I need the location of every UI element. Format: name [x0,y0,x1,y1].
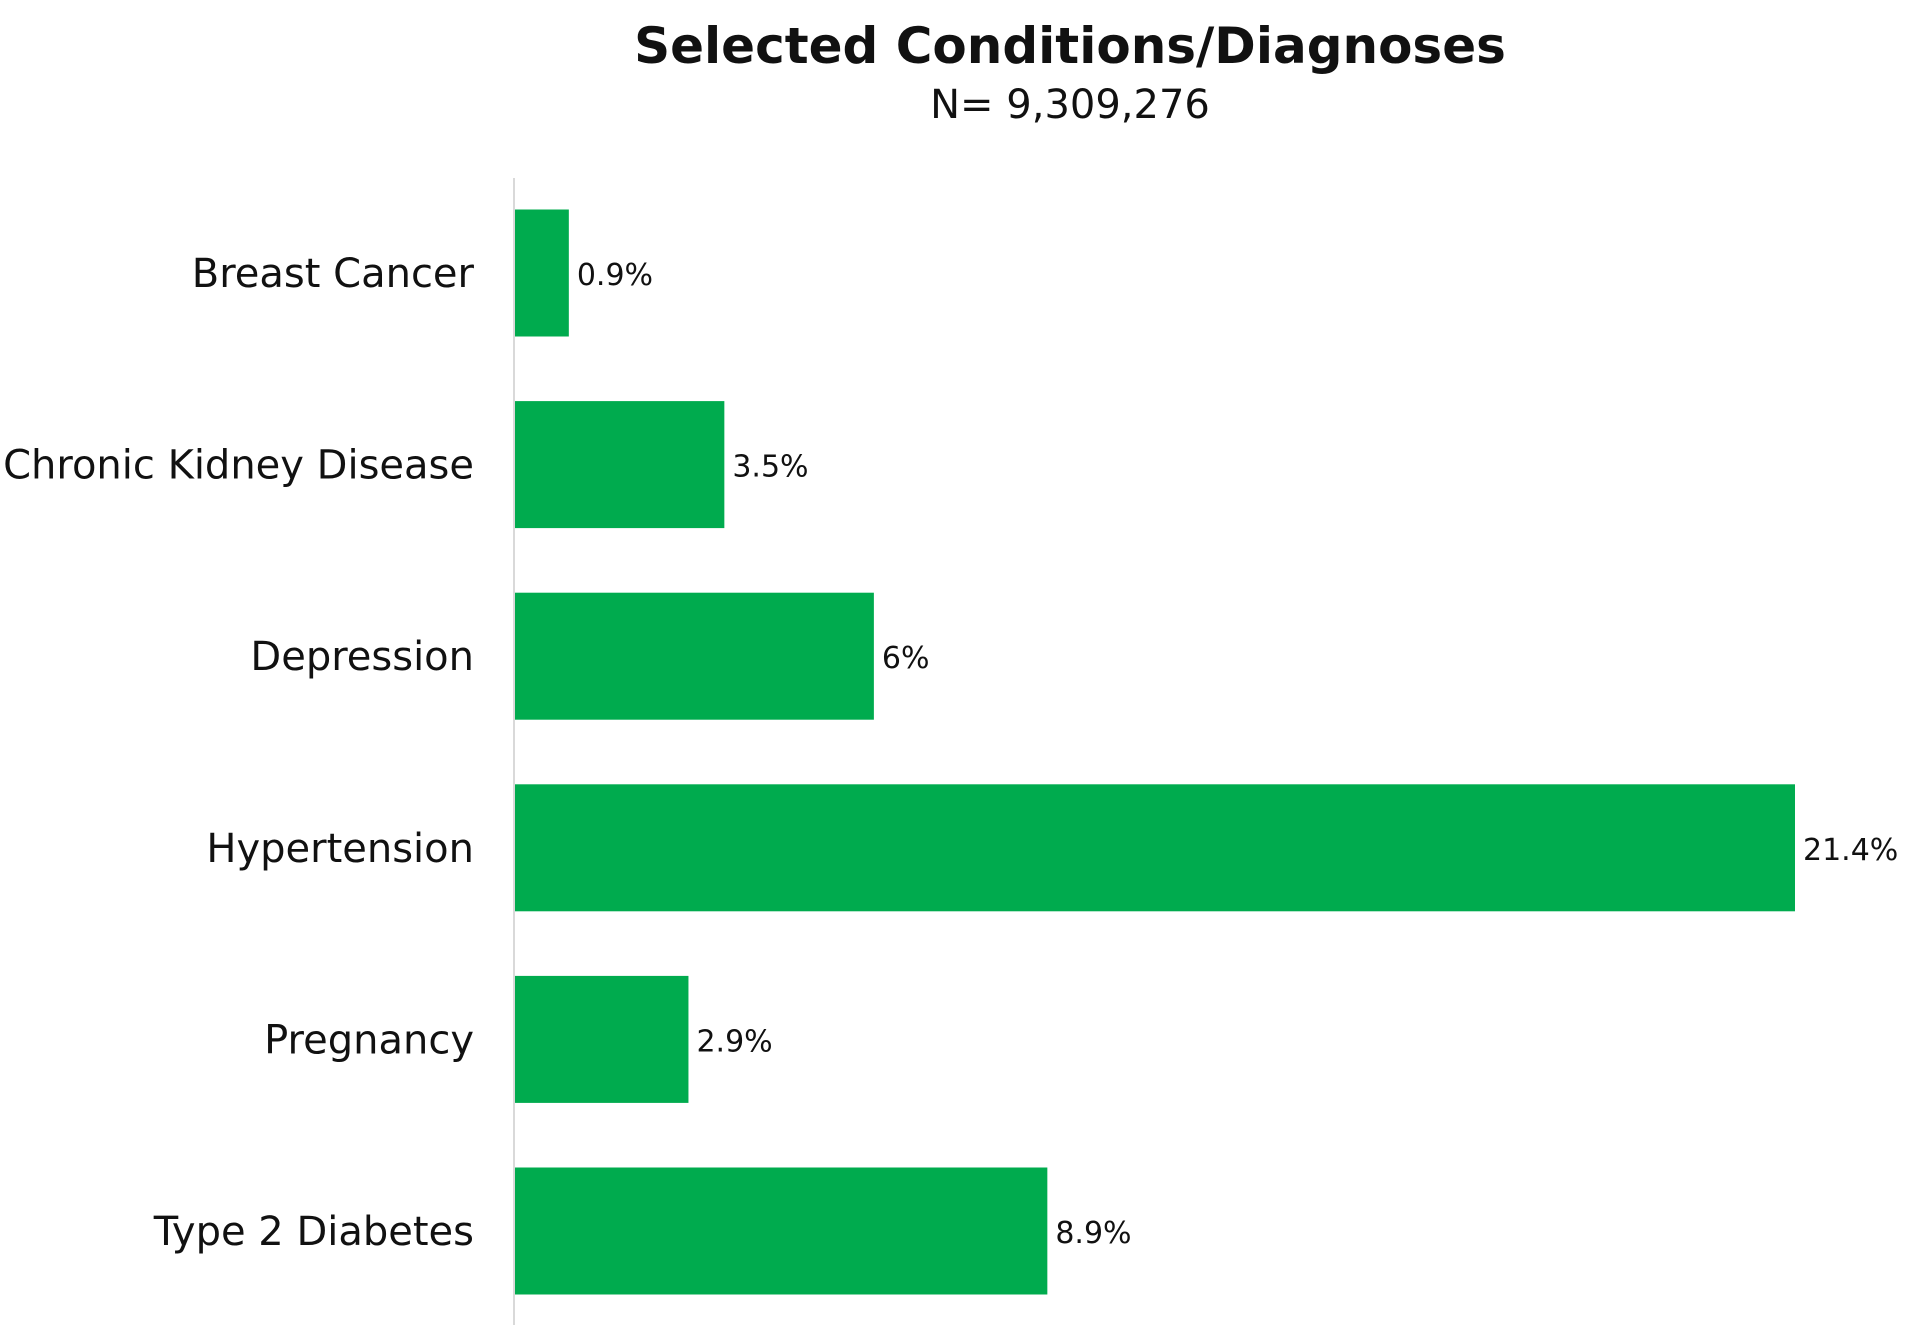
chart-title: Selected Conditions/Diagnoses [634,17,1506,75]
value-label-pregnancy: 2.9% [696,1024,772,1059]
bars-layer: Breast Cancer 0.9% Chronic Kidney Disease 3… [3,209,1898,1295]
bar-pregnancy [515,975,689,1103]
bar-type-2-diabetes [515,1167,1048,1295]
bar-breast-cancer [515,209,569,337]
category-label-pregnancy: Pregnancy [264,1017,474,1063]
category-label-hypertension: Hypertension [206,826,474,872]
bar-depression [515,592,874,720]
value-label-type-2-diabetes: 8.9% [1055,1216,1131,1251]
value-label-hypertension: 21.4% [1803,833,1898,868]
value-label-depression: 6% [882,641,930,676]
category-label-breast-cancer: Breast Cancer [192,251,475,297]
value-label-chronic-kidney-disease: 3.5% [732,450,808,485]
bar-chronic-kidney-disease [515,401,725,529]
value-label-breast-cancer: 0.9% [577,258,653,293]
chart-subtitle: N= 9,309,276 [930,82,1210,128]
category-label-depression: Depression [250,634,474,680]
category-label-chronic-kidney-disease: Chronic Kidney Disease [3,443,474,489]
category-label-type-2-diabetes: Type 2 Diabetes [153,1209,474,1255]
bar-hypertension [515,784,1795,912]
